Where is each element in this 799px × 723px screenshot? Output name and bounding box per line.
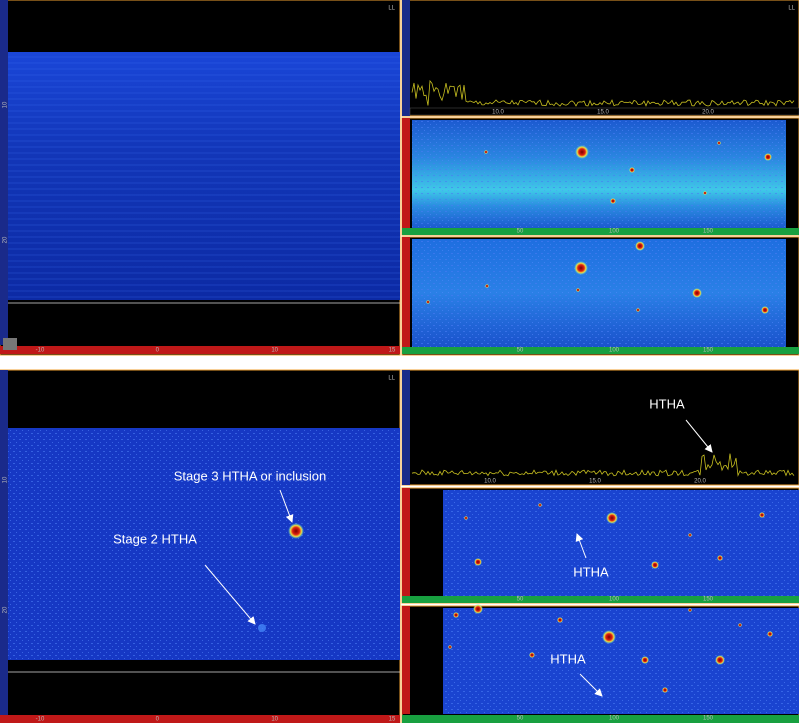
axis-label: 20.0 bbox=[694, 479, 706, 485]
indication bbox=[715, 655, 725, 665]
corner-label: LL bbox=[388, 376, 395, 382]
annotation: Stage 2 HTHA bbox=[113, 531, 197, 546]
axis-label: 15.0 bbox=[589, 479, 601, 485]
axis-label: 0 bbox=[156, 717, 160, 723]
axis-label: 150 bbox=[703, 716, 714, 722]
top-right-panel bbox=[401, 0, 799, 356]
indication bbox=[485, 284, 489, 288]
indication bbox=[606, 512, 618, 524]
indication bbox=[453, 612, 459, 618]
annotation: HTHA bbox=[573, 564, 609, 579]
axis-label: 50 bbox=[517, 716, 524, 722]
axis-label: 100 bbox=[609, 597, 620, 603]
axis-label: 20.0 bbox=[702, 110, 714, 116]
indication bbox=[448, 645, 452, 649]
corner-label: LL bbox=[388, 6, 395, 12]
indication bbox=[629, 167, 635, 173]
indication bbox=[635, 241, 645, 251]
axis-label: 10.0 bbox=[492, 110, 504, 116]
axis-label: 10 bbox=[271, 717, 278, 723]
indication bbox=[767, 631, 773, 637]
axis-label: 100 bbox=[609, 229, 620, 235]
indication bbox=[473, 604, 483, 614]
indication bbox=[738, 623, 742, 627]
indication bbox=[610, 198, 616, 204]
annotation: Stage 3 HTHA or inclusion bbox=[174, 468, 326, 483]
axis-label: 150 bbox=[703, 597, 714, 603]
axis-label: 100 bbox=[609, 348, 620, 354]
indications bbox=[426, 141, 773, 693]
axis-label: 10.0 bbox=[484, 479, 496, 485]
indication bbox=[426, 300, 430, 304]
indication bbox=[602, 630, 616, 644]
axis-label: 20 bbox=[3, 606, 9, 613]
axis-label: 10 bbox=[3, 101, 9, 108]
indication bbox=[636, 308, 640, 312]
corner-label: LL bbox=[788, 6, 795, 12]
indication bbox=[703, 191, 707, 195]
indication bbox=[574, 261, 588, 275]
indication bbox=[484, 150, 488, 154]
indication bbox=[692, 288, 702, 298]
indication bbox=[641, 656, 649, 664]
axis-label: 150 bbox=[703, 348, 714, 354]
indication bbox=[557, 617, 563, 623]
axis-label: 10 bbox=[3, 476, 9, 483]
axis-label: 150 bbox=[703, 229, 714, 235]
indication bbox=[662, 687, 668, 693]
top-left-panel bbox=[0, 0, 401, 356]
indication bbox=[759, 512, 765, 518]
annotation: HTHA bbox=[649, 396, 685, 411]
axis-label: 15.0 bbox=[597, 110, 609, 116]
axis-label: 0 bbox=[156, 348, 160, 354]
indication bbox=[651, 561, 659, 569]
axis-label: 50 bbox=[517, 597, 524, 603]
axis-label: 15 bbox=[389, 717, 396, 723]
axis-label: 15 bbox=[389, 348, 396, 354]
indication bbox=[688, 533, 692, 537]
axis-label: 50 bbox=[517, 348, 524, 354]
indication bbox=[764, 153, 772, 161]
indication bbox=[474, 558, 482, 566]
axis-label: 20 bbox=[3, 236, 9, 243]
indication bbox=[761, 306, 769, 314]
indication bbox=[717, 555, 723, 561]
bottom-left-panel bbox=[0, 369, 401, 723]
axis-label: -10 bbox=[36, 348, 45, 354]
indication bbox=[538, 503, 542, 507]
axis-label: 10 bbox=[271, 348, 278, 354]
axis-label: 50 bbox=[517, 229, 524, 235]
bottom-right-panel bbox=[401, 369, 799, 723]
indication bbox=[529, 652, 535, 658]
annotation: HTHA bbox=[550, 651, 586, 666]
indication bbox=[717, 141, 721, 145]
annotation-arrows bbox=[204, 419, 713, 697]
indication bbox=[576, 288, 580, 292]
axis-label: -10 bbox=[36, 717, 45, 723]
axis-label: 100 bbox=[609, 716, 620, 722]
indication bbox=[688, 608, 692, 612]
indication bbox=[575, 145, 589, 159]
indication bbox=[464, 516, 468, 520]
